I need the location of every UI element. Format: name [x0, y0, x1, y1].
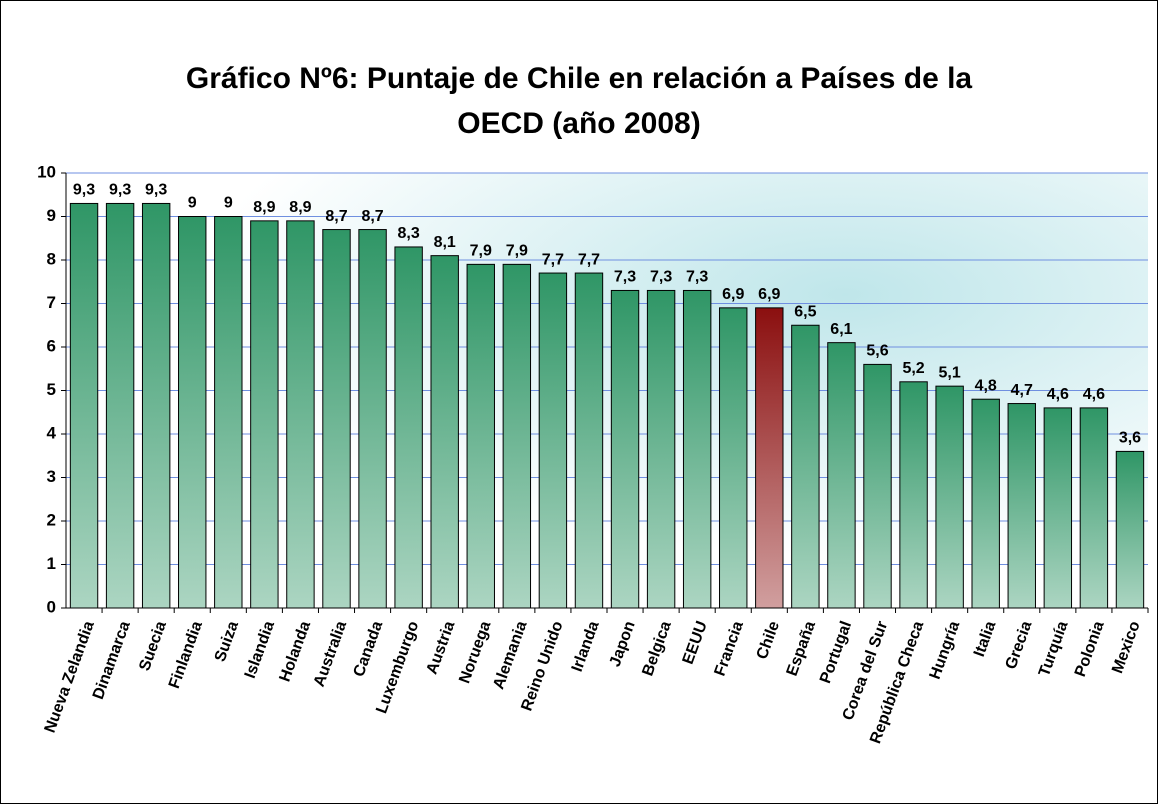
bar: [394, 246, 423, 609]
value-label: 9,3: [109, 182, 131, 199]
bar: [1115, 450, 1145, 609]
bar: [1043, 407, 1073, 609]
value-label: 7,7: [542, 251, 564, 268]
bar: [69, 202, 99, 609]
y-tick-label: 0: [47, 597, 56, 616]
bar: [502, 263, 532, 609]
value-label: 3,6: [1119, 430, 1141, 447]
y-tick-label: 1: [47, 554, 56, 573]
chart-title: OECD (año 2008): [457, 107, 700, 140]
bar: [899, 381, 928, 609]
value-label: 4,8: [975, 377, 997, 394]
value-label: 7,3: [686, 269, 708, 286]
bar: [466, 263, 495, 609]
y-tick-label: 7: [47, 293, 56, 312]
value-label: 4,6: [1083, 386, 1105, 403]
value-label: 9,3: [73, 182, 95, 199]
bar: [646, 289, 676, 609]
bar: [863, 363, 892, 609]
bar: [141, 202, 171, 609]
value-label: 8,3: [398, 225, 420, 242]
bar: [178, 216, 207, 609]
value-label: 8,9: [253, 199, 275, 216]
value-label: 8,7: [325, 208, 347, 225]
value-label: 6,1: [830, 321, 852, 338]
bar: [682, 289, 712, 609]
value-label: 6,9: [758, 286, 780, 303]
bar: [286, 220, 315, 609]
y-tick-label: 5: [47, 380, 56, 399]
bar: [791, 324, 820, 609]
value-label: 4,7: [1011, 382, 1033, 399]
value-label: 9: [188, 195, 197, 212]
bar: [574, 272, 604, 609]
value-label: 6,9: [722, 286, 744, 303]
value-label: 6,5: [794, 303, 816, 320]
bar: [1007, 403, 1036, 609]
bar: [105, 202, 135, 609]
bar: [538, 272, 568, 609]
bar: [935, 385, 964, 609]
bar: [358, 229, 387, 609]
value-label: 8,9: [289, 199, 311, 216]
y-tick-label: 9: [47, 206, 56, 225]
y-tick-label: 3: [47, 467, 56, 486]
value-label: 7,9: [506, 243, 528, 260]
bar: [827, 342, 856, 609]
bar: [214, 216, 243, 609]
bar: [322, 229, 351, 609]
value-label: 8,1: [434, 234, 456, 251]
bar: [719, 307, 748, 609]
value-label: 5,2: [902, 360, 924, 377]
value-label: 9,3: [145, 182, 167, 199]
bar: [971, 398, 1000, 609]
bar: [250, 220, 279, 609]
value-label: 7,7: [578, 251, 600, 268]
value-label: 9: [224, 195, 233, 212]
y-tick-label: 2: [47, 510, 56, 529]
value-label: 7,3: [614, 269, 636, 286]
bar: [610, 289, 640, 609]
y-tick-label: 6: [47, 336, 56, 355]
bar: [430, 255, 459, 609]
value-label: 8,7: [361, 208, 383, 225]
value-label: 4,6: [1047, 386, 1069, 403]
y-tick-label: 4: [47, 423, 57, 442]
value-label: 7,3: [650, 269, 672, 286]
value-label: 5,6: [866, 343, 888, 360]
value-label: 7,9: [470, 243, 492, 260]
bar: [1079, 407, 1109, 609]
value-label: 5,1: [939, 364, 961, 381]
y-tick-label: 10: [37, 162, 56, 181]
y-tick-label: 8: [47, 249, 56, 268]
chart-title: Gráfico Nº6: Puntaje de Chile en relació…: [186, 62, 973, 95]
bar: [755, 307, 784, 609]
